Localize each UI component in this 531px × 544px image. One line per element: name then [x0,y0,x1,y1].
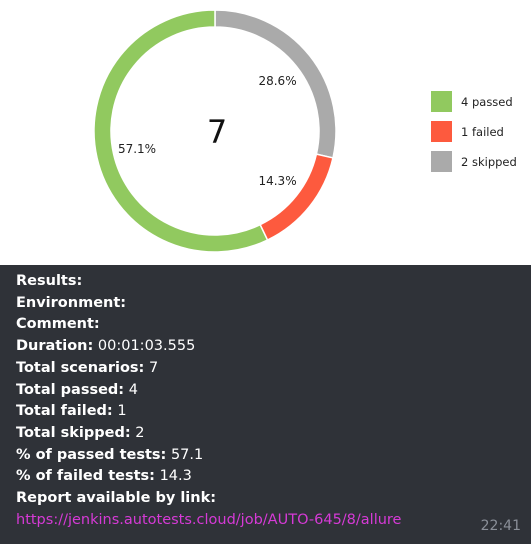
duration-value: 00:01:03.555 [98,338,195,354]
total-passed-value: 4 [129,382,138,398]
environment-line: Environment: [16,293,521,315]
comment-label: Comment: [16,316,100,332]
total-passed-line: Total passed: 4 [16,380,521,402]
legend-label-skipped: 2 skipped [461,155,517,169]
duration-label: Duration: [16,338,93,354]
total-failed-label: Total failed: [16,403,113,419]
message-text: Results: Environment: Comment: Duration:… [16,271,521,531]
chart-center-label: 7 [207,113,227,151]
total-skipped-label: Total skipped: [16,425,131,441]
legend-label-failed: 1 failed [461,125,504,139]
passed-percent-label: % of passed tests: [16,447,166,463]
total-skipped-value: 2 [135,425,144,441]
chart-image[interactable]: 28.6% 14.3% 57.1% 7 4 passed 1 failed 2 skippe… [0,0,531,265]
report-label: Report available by link: [16,490,216,506]
legend-swatch-skipped [431,151,452,172]
slice-label-passed: 57.1% [118,142,156,156]
legend-swatch-passed [431,91,452,112]
passed-percent-line: % of passed tests: 57.1 [16,445,521,467]
total-scenarios-line: Total scenarios: 7 [16,358,521,380]
slice-label-failed: 14.3% [258,174,296,188]
total-failed-value: 1 [117,403,126,419]
donut-chart: 28.6% 14.3% 57.1% 7 4 passed 1 failed 2 skippe… [0,0,531,265]
slice-passed [94,10,267,252]
slice-label-skipped: 28.6% [258,74,296,88]
total-skipped-line: Total skipped: 2 [16,423,521,445]
slice-failed [260,154,333,240]
failed-percent-label: % of failed tests: [16,468,155,484]
report-link[interactable]: https://jenkins.autotests.cloud/job/AUTO… [16,512,401,528]
comment-line: Comment: [16,314,521,336]
duration-line: Duration: 00:01:03.555 [16,336,521,358]
report-link-line: https://jenkins.autotests.cloud/job/AUTO… [16,510,521,532]
message-timestamp: 22:41 [481,518,521,534]
failed-percent-line: % of failed tests: 14.3 [16,466,521,488]
results-label: Results: [16,273,82,289]
total-failed-line: Total failed: 1 [16,401,521,423]
total-scenarios-value: 7 [149,360,158,376]
legend-swatch-failed [431,121,452,142]
report-line: Report available by link: [16,488,521,510]
total-scenarios-label: Total scenarios: [16,360,144,376]
failed-percent-value: 14.3 [160,468,192,484]
legend-label-passed: 4 passed [461,95,513,109]
passed-percent-value: 57.1 [171,447,203,463]
total-passed-label: Total passed: [16,382,124,398]
environment-label: Environment: [16,295,126,311]
results-line: Results: [16,271,521,293]
